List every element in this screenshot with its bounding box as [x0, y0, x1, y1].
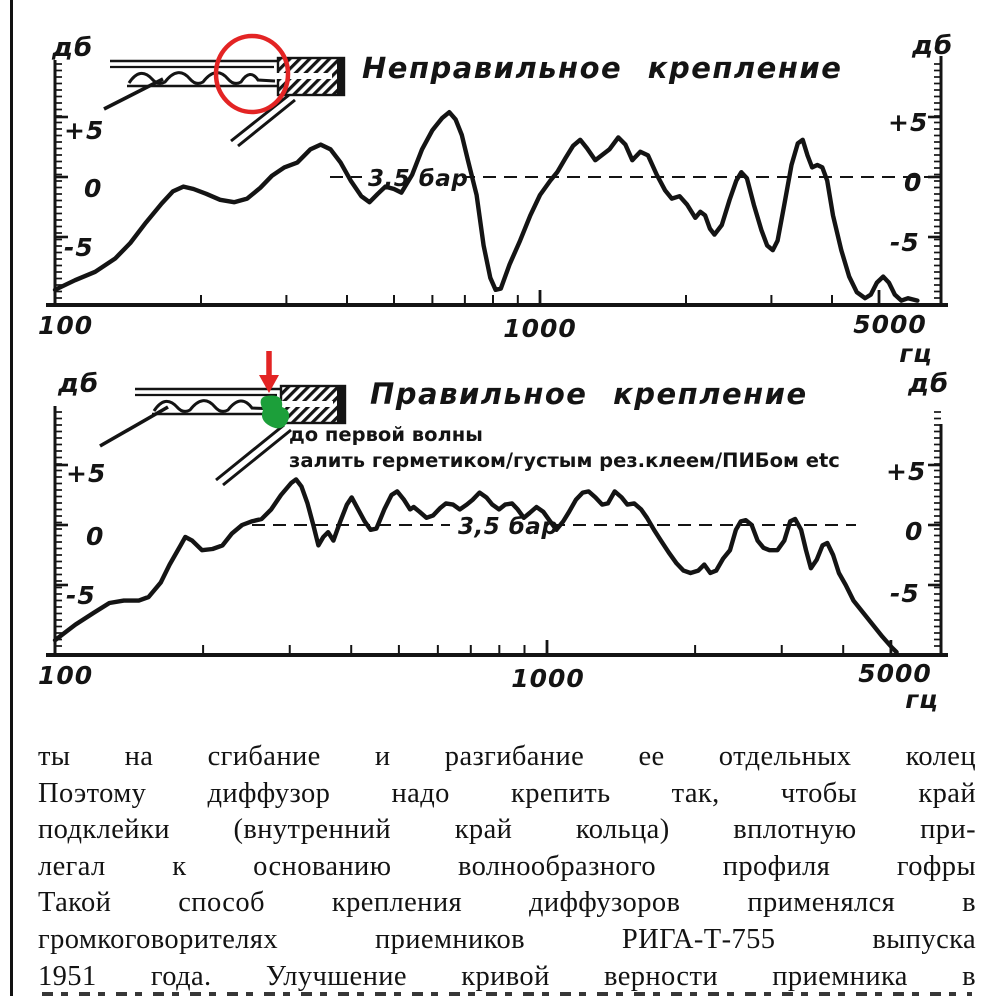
- x-axis-unit: гц: [899, 339, 933, 368]
- charts-figure: дб дб +5 0 -5 +5 0 -5 100 1000 5000 гц 3…: [38, 31, 953, 714]
- ytick-zero-right: 0: [904, 168, 922, 197]
- ytick-zero-right: 0: [905, 517, 923, 546]
- xtick-5000: 5000: [858, 659, 932, 688]
- text-line: Такой способ крепления диффузоров примен…: [38, 887, 976, 919]
- inset-mounting-diagram-incorrect: [103, 56, 346, 148]
- reference-level-label: 3,5 бар: [368, 166, 468, 192]
- green-sealant-blob: [260, 395, 290, 429]
- chart-incorrect-mounting: дб дб +5 0 -5 +5 0 -5 100 1000 5000 гц 3…: [38, 31, 953, 368]
- centering-strip: [215, 423, 292, 487]
- reference-level-label: 3,5 бар: [458, 514, 558, 540]
- ytick-zero: 0: [86, 522, 104, 551]
- chart-curve-and-ticks: [52, 411, 941, 655]
- cone-line: [103, 77, 164, 111]
- ytick-zero: 0: [84, 174, 102, 203]
- ytick-plus5-right: +5: [886, 457, 926, 486]
- chart-correct-mounting: дб дб +5 0 -5 +5 0 -5 100 1000 5000 гц 3…: [38, 351, 949, 714]
- ytick-plus5-right: +5: [888, 108, 928, 137]
- y-axis-title-right: дб: [907, 369, 949, 399]
- red-arrow-annotation: [259, 351, 279, 393]
- y-axis-title-right: дб: [911, 31, 953, 61]
- ytick-minus5: -5: [66, 581, 96, 610]
- page-edge-rule: [10, 0, 13, 996]
- ytick-minus5-right: -5: [890, 228, 920, 257]
- xtick-100: 100: [38, 311, 93, 340]
- x-axis-unit: гц: [905, 685, 939, 714]
- green-note-line1: до первой волны: [289, 423, 483, 446]
- text-line: 1951 года. Улучшение кривой верности при…: [38, 960, 976, 992]
- red-arrow-head: [259, 375, 279, 393]
- centering-strip: [230, 93, 296, 148]
- text-line: легал к основанию волнообразного профиля…: [38, 850, 976, 882]
- text-line: ты на сгибание и разгибание ее отдельных…: [38, 741, 976, 772]
- xtick-100: 100: [38, 661, 93, 690]
- xtick-1000: 1000: [503, 314, 577, 343]
- ytick-minus5: -5: [64, 233, 94, 262]
- chart-title-correct: Правильное крепление: [370, 377, 808, 411]
- text-line: Поэтому диффузор надо крепить так, чтобы…: [38, 777, 976, 809]
- inset-mounting-diagram-correct: [99, 384, 347, 487]
- corrugated-cone-edge: [127, 71, 276, 85]
- text-line: подклейки (внутренний край кольца) вплот…: [38, 814, 976, 846]
- frame-block-gap: [276, 73, 332, 79]
- red-circle-highlight: [213, 33, 291, 115]
- cone-line: [99, 405, 169, 448]
- y-axis-title-left: дб: [51, 33, 93, 63]
- chart-title-incorrect: Неправильное крепление: [362, 51, 842, 85]
- ytick-plus5: +5: [66, 459, 106, 488]
- ytick-minus5-right: -5: [890, 579, 920, 608]
- xtick-5000: 5000: [853, 310, 927, 339]
- ytick-plus5: +5: [64, 116, 104, 145]
- xtick-1000: 1000: [511, 664, 585, 693]
- y-axis-title-left: дб: [57, 369, 99, 399]
- clipped-text-sliver: [42, 992, 972, 996]
- chart-curve-and-ticks: [52, 63, 941, 303]
- frame-block-end: [337, 58, 345, 95]
- green-note-line2: залить герметиком/густым рез.клеем/ПИБом…: [289, 449, 840, 472]
- body-paragraph: ты на сгибание и разгибание ее отдельных…: [38, 739, 976, 995]
- text-line: громкоговорителях приемников РИГА-Т-755 …: [38, 923, 976, 955]
- frame-block-gap: [279, 401, 333, 407]
- corrugated-cone-edge: [152, 399, 279, 413]
- frame-block-end: [337, 386, 345, 423]
